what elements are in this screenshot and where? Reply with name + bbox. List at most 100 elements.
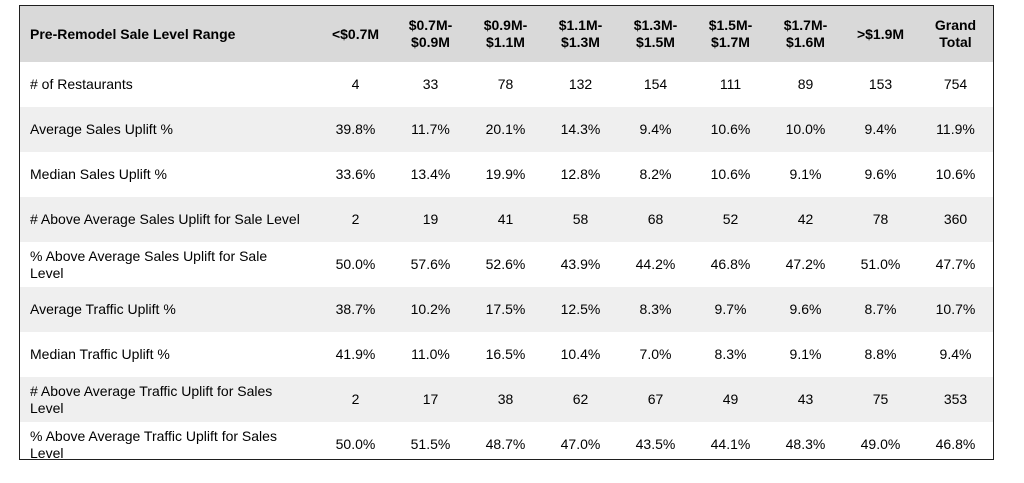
table-cell: 48.3%	[785, 436, 826, 452]
row-label: # Above Average Traffic Uplift for Sales…	[30, 382, 273, 416]
header-text: $0.9M	[411, 34, 450, 50]
table-cell: 9.4%	[939, 346, 972, 362]
table-cell: 78	[497, 76, 514, 92]
table-row: % Above Average Sales Uplift for Sale Le…	[20, 242, 993, 287]
header-text: $1.5M-	[708, 17, 753, 33]
table-cell: 67	[647, 391, 664, 407]
table-cell: 12.5%	[560, 301, 601, 317]
row-label: Median Sales Uplift %	[30, 166, 167, 182]
table-cell: 10.0%	[785, 121, 826, 137]
table-header: Pre-Remodel Sale Level Range <$0.7M $0.7M-…	[20, 6, 993, 62]
header-range-cell: $1.3M- $1.5M	[618, 6, 693, 62]
table-cell: 20.1%	[485, 121, 526, 137]
row-label: % Above Average Sales Uplift for Sale Le…	[30, 247, 268, 281]
header-label-cell: Pre-Remodel Sale Level Range	[20, 6, 318, 62]
table-cell: 8.8%	[864, 346, 897, 362]
remodel-sales-table: Pre-Remodel Sale Level Range <$0.7M $0.7M-…	[19, 5, 994, 460]
header-text: >$1.9M	[856, 25, 905, 42]
table-row: Average Sales Uplift % 39.8% 11.7% 20.1% 14.…	[20, 107, 993, 152]
header-range-cell: $1.7M- $1.6M	[768, 6, 843, 62]
header-text: Grand	[934, 17, 977, 33]
table-row: # Above Average Sales Uplift for Sale Le…	[20, 197, 993, 242]
header-text: $1.7M-	[783, 17, 828, 33]
header-range-cell: Grand Total	[918, 6, 993, 62]
table-cell: 38	[497, 391, 514, 407]
row-label: # of Restaurants	[30, 76, 133, 92]
table-row: Average Traffic Uplift % 38.7% 10.2% 17.5% 1…	[20, 287, 993, 332]
table-cell: 10.6%	[710, 121, 751, 137]
table-cell: 46.8%	[710, 256, 751, 272]
table-cell: 754	[943, 76, 968, 92]
table-cell: 17	[422, 391, 439, 407]
table-cell: 43.9%	[560, 256, 601, 272]
table-cell: 48.7%	[485, 436, 526, 452]
data-table: Pre-Remodel Sale Level Range <$0.7M $0.7M-…	[20, 6, 993, 460]
table-cell: 11.7%	[411, 121, 450, 137]
table-cell: 89	[797, 76, 814, 92]
table-cell: 9.1%	[789, 346, 822, 362]
table-cell: 9.1%	[789, 166, 822, 182]
table-cell: 9.4%	[864, 121, 897, 137]
table-row: Median Traffic Uplift % 41.9% 11.0% 16.5% 10…	[20, 332, 993, 377]
table-cell: 41	[497, 211, 514, 227]
table-row: # of Restaurants 4 33 78 132 154 111 89 153 754	[20, 62, 993, 107]
table-row: # Above Average Traffic Uplift for Sales…	[20, 377, 993, 422]
header-range-cell: $1.5M- $1.7M	[693, 6, 768, 62]
table-cell: 9.6%	[789, 301, 822, 317]
table-cell: 78	[872, 211, 889, 227]
table-cell: 43	[797, 391, 814, 407]
table-cell: 16.5%	[485, 346, 526, 362]
row-label: Median Traffic Uplift %	[30, 346, 170, 362]
header-text: $1.3M	[561, 34, 600, 50]
table-cell: 42	[797, 211, 814, 227]
table-cell: 8.2%	[639, 166, 672, 182]
header-text: Pre-Remodel Sale Level Range	[30, 25, 236, 42]
table-cell: 38.7%	[335, 301, 376, 317]
header-text: Total	[939, 34, 972, 50]
table-row: Median Sales Uplift % 33.6% 13.4% 19.9% 12.8…	[20, 152, 993, 197]
table-cell: 132	[568, 76, 593, 92]
header-text: $1.7M	[711, 34, 750, 50]
table-row: % Above Average Traffic Uplift for Sales…	[20, 422, 993, 460]
table-cell: 51.0%	[860, 256, 901, 272]
table-cell: 153	[868, 76, 893, 92]
table-cell: 10.2%	[410, 301, 451, 317]
table-cell: 44.2%	[635, 256, 676, 272]
header-text: $1.1M	[486, 34, 525, 50]
table-cell: 4	[351, 76, 360, 92]
table-cell: 111	[719, 76, 742, 92]
table-cell: 2	[351, 211, 360, 227]
table-cell: 75	[872, 391, 889, 407]
table-cell: 19	[422, 211, 439, 227]
table-cell: 9.4%	[639, 121, 672, 137]
table-cell: 11.0%	[411, 346, 450, 362]
table-cell: 353	[943, 391, 968, 407]
table-cell: 62	[572, 391, 589, 407]
header-range-cell: $1.1M- $1.3M	[543, 6, 618, 62]
table-cell: 12.8%	[560, 166, 601, 182]
header-range-cell: $0.7M- $0.9M	[393, 6, 468, 62]
table-body: # of Restaurants 4 33 78 132 154 111 89 153 754 Av…	[20, 62, 993, 460]
table-cell: 44.1%	[710, 436, 751, 452]
table-cell: 47.0%	[560, 436, 601, 452]
table-cell: 17.5%	[485, 301, 526, 317]
table-cell: 52	[722, 211, 739, 227]
table-cell: 47.7%	[935, 256, 976, 272]
table-cell: 43.5%	[635, 436, 676, 452]
table-cell: 41.9%	[335, 346, 376, 362]
table-cell: 10.6%	[710, 166, 751, 182]
table-cell: 33	[422, 76, 439, 92]
header-text: $0.7M-	[408, 17, 453, 33]
row-label: Average Traffic Uplift %	[30, 301, 176, 317]
table-cell: 50.0%	[335, 436, 376, 452]
table-cell: 10.4%	[560, 346, 601, 362]
table-cell: 49.0%	[860, 436, 901, 452]
table-cell: 9.6%	[864, 166, 897, 182]
header-range-cell: >$1.9M	[843, 6, 918, 62]
header-range-cell: <$0.7M	[318, 6, 393, 62]
table-cell: 19.9%	[485, 166, 526, 182]
row-label: % Above Average Traffic Uplift for Sales…	[30, 427, 277, 460]
table-cell: 52.6%	[485, 256, 526, 272]
table-cell: 47.2%	[785, 256, 826, 272]
table-cell: 57.6%	[410, 256, 451, 272]
